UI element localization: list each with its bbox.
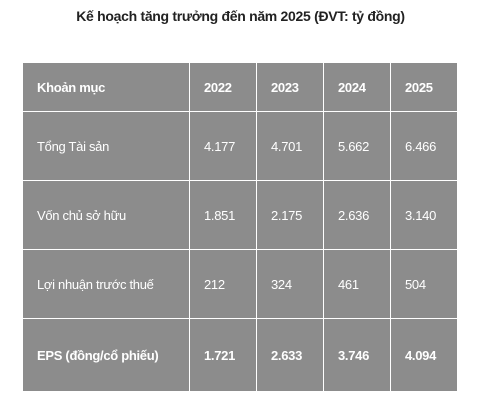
cell: 461 — [323, 249, 391, 319]
cell: 6.466 — [390, 111, 458, 181]
table: Khoản mục 2022 2023 2024 2025 Tổng Tài sản 4.1… — [22, 62, 458, 392]
cell: 2022 — [189, 62, 257, 112]
table-row: Lợi nhuận trước thuế 212 324 461 504 — [22, 249, 458, 319]
cell: 2.633 — [256, 318, 324, 392]
row-label: Lợi nhuận trước thuế — [22, 249, 190, 319]
cell: 5.662 — [323, 111, 391, 181]
row-label: Khoản mục — [22, 62, 190, 112]
cell: 3.746 — [323, 318, 391, 392]
cell: 4.177 — [189, 111, 257, 181]
cell: 212 — [189, 249, 257, 319]
row-label: Tổng Tài sản — [22, 111, 190, 181]
cell: 4.094 — [390, 318, 458, 392]
cell: 3.140 — [390, 180, 458, 250]
cell: 2023 — [256, 62, 324, 112]
row-label: EPS (đồng/cổ phiếu) — [22, 318, 190, 392]
cell: 324 — [256, 249, 324, 319]
cell: 1.851 — [189, 180, 257, 250]
table-row: Tổng Tài sản 4.177 4.701 5.662 6.466 — [22, 111, 458, 181]
cell: 2025 — [390, 62, 458, 112]
table-row: Vốn chủ sở hữu 1.851 2.175 2.636 3.140 — [22, 180, 458, 250]
cell: 2024 — [323, 62, 391, 112]
table-row: EPS (đồng/cổ phiếu) 1.721 2.633 3.746 4.094 — [22, 318, 458, 392]
title: Kế hoạch tăng trưởng đến năm 2025 (ĐVT: … — [76, 8, 405, 24]
header-row: Khoản mục 2022 2023 2024 2025 — [22, 62, 458, 112]
cell: 504 — [390, 249, 458, 319]
cell: 2.175 — [256, 180, 324, 250]
cell: 2.636 — [323, 180, 391, 250]
cell: 1.721 — [189, 318, 257, 392]
row-label: Vốn chủ sở hữu — [22, 180, 190, 250]
cell: 4.701 — [256, 111, 324, 181]
